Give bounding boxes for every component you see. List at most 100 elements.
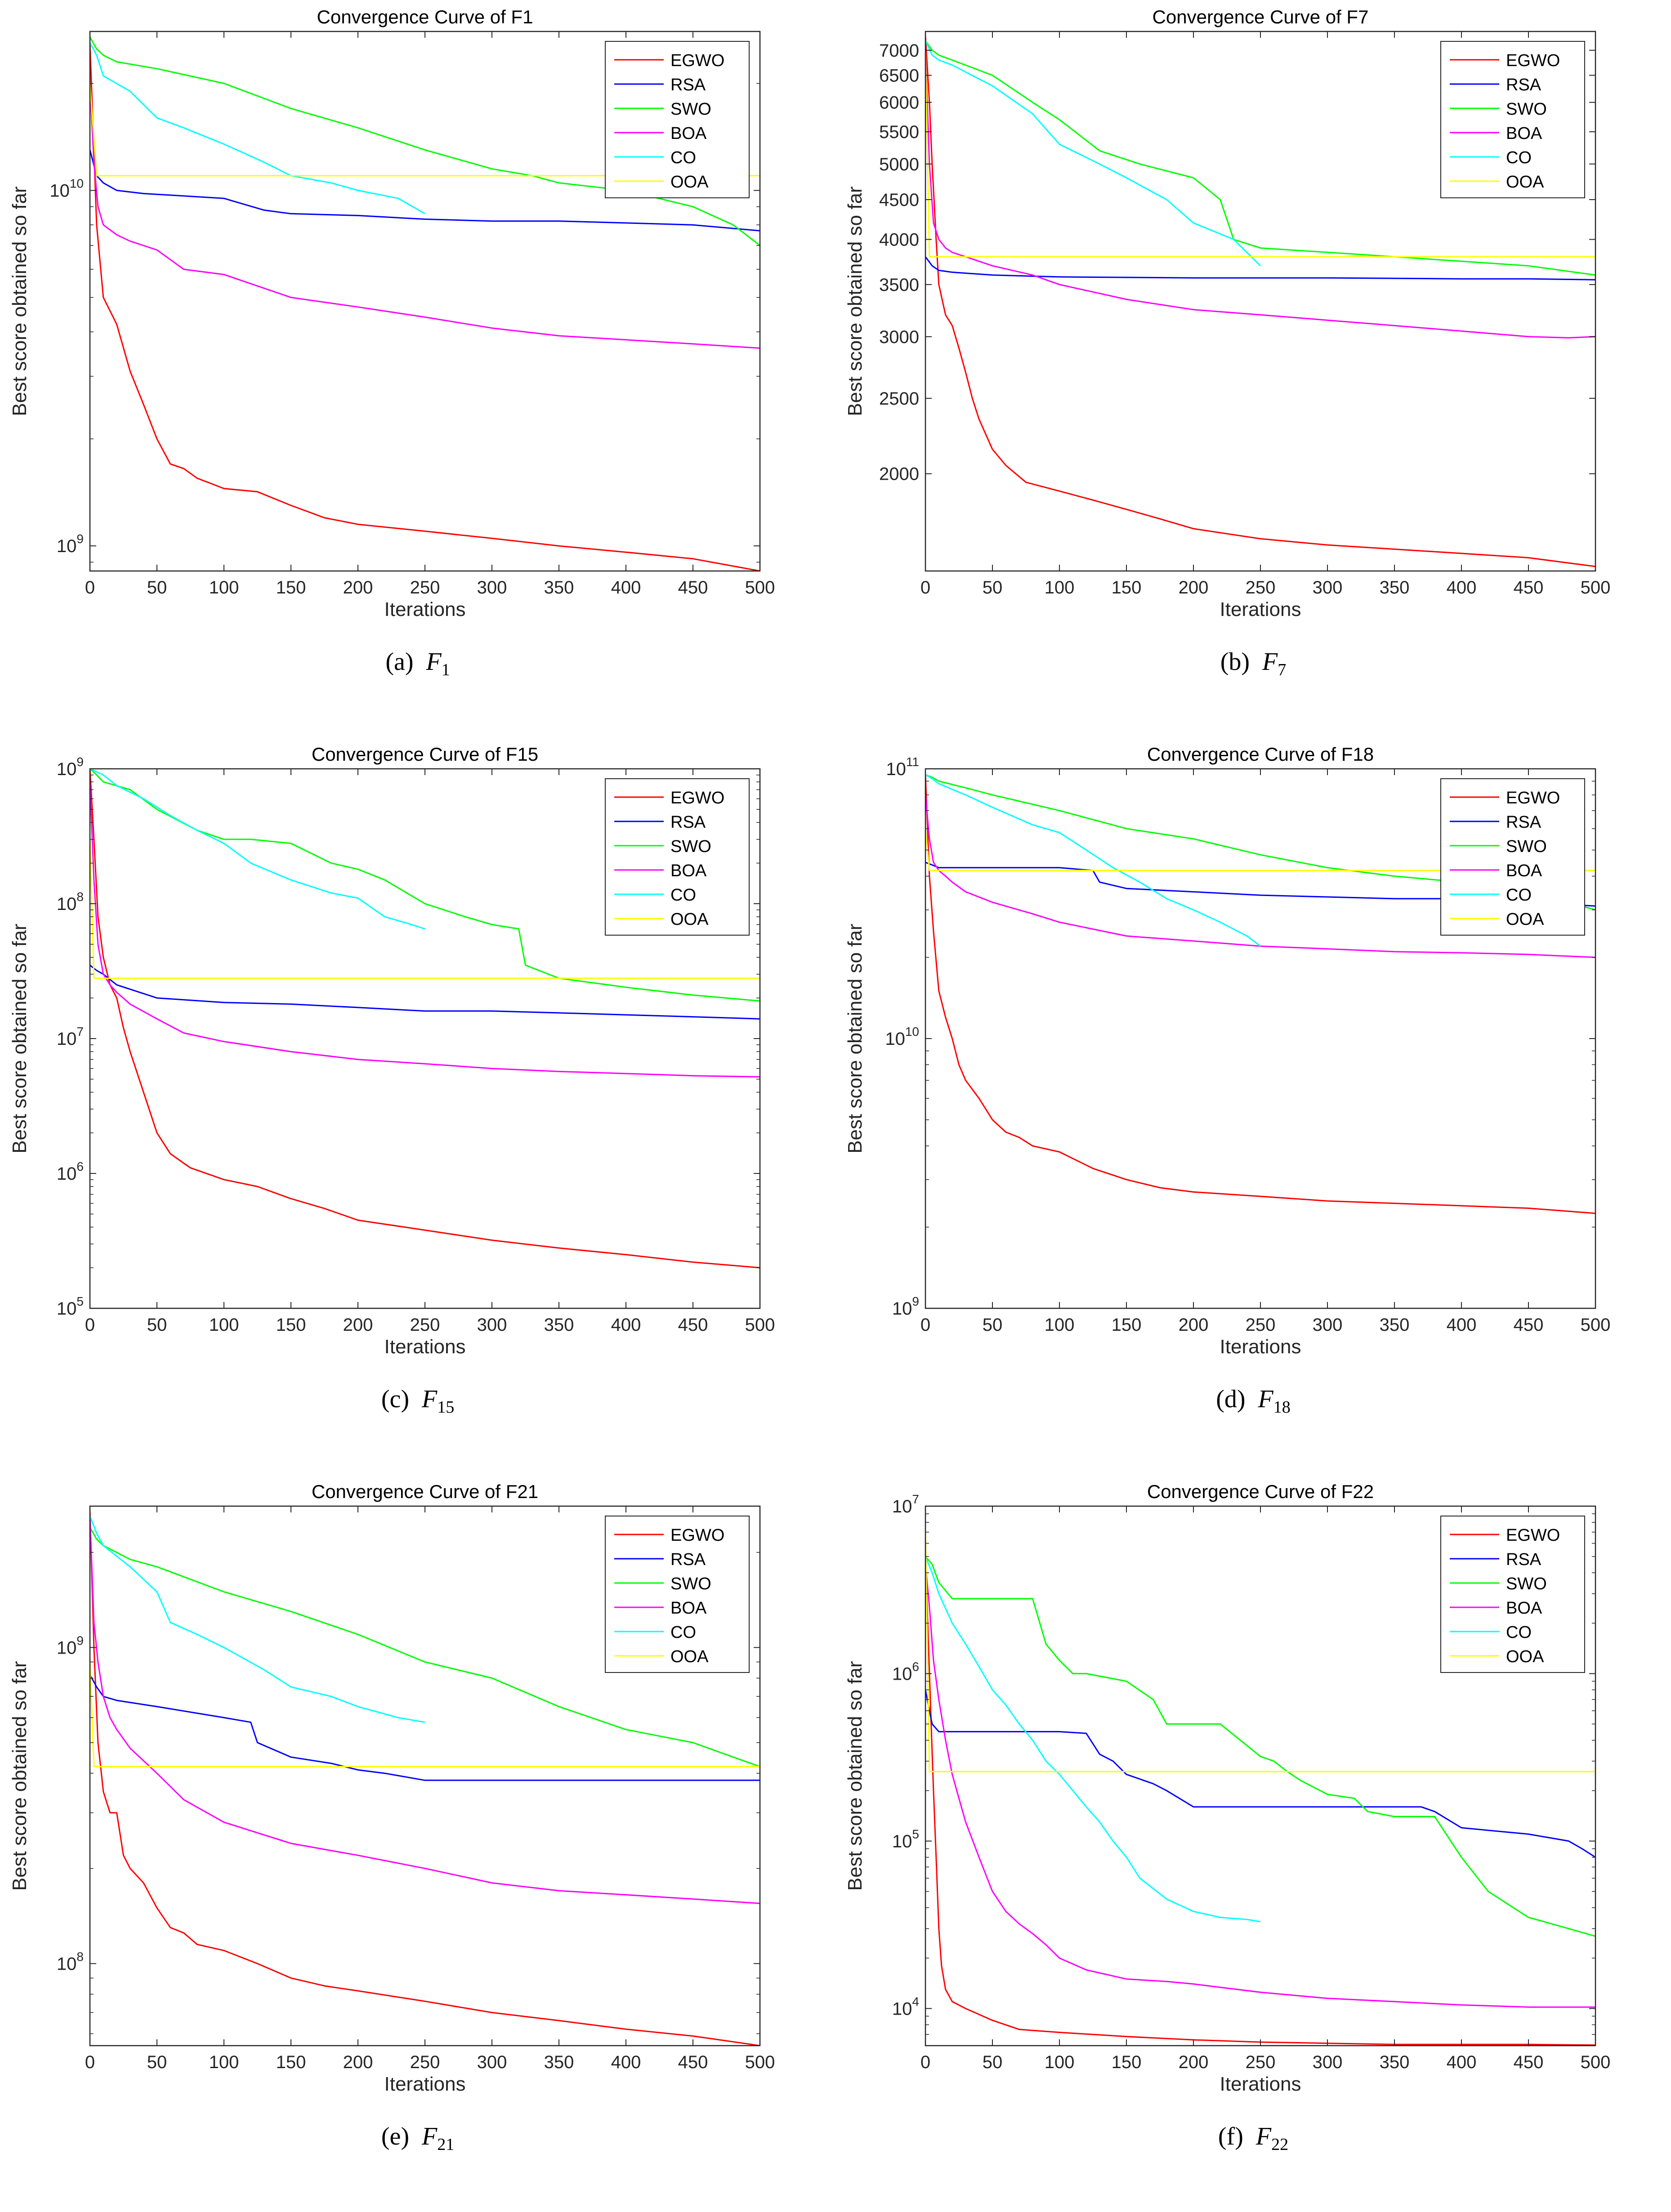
legend-label: CO: [1506, 148, 1532, 167]
x-tick-label: 200: [343, 1315, 373, 1335]
chart-panel: 0 50 100 150 200 250 300 350 400 450 500 105 106 107 1…: [0, 737, 836, 1475]
chart-panel: 0 50 100 150 200 250 300 350 400 450 500 104 105 106 1…: [836, 1475, 1671, 2212]
series-line-swo: [925, 40, 1595, 276]
y-axis-label: Best score obtained so far: [9, 1661, 31, 1891]
x-tick-label: 450: [1514, 1315, 1544, 1335]
chart-svg: 0 50 100 150 200 250 300 350 400 450 500 104 105 106 1…: [844, 1481, 1611, 2095]
x-tick-label: 100: [1045, 2052, 1075, 2072]
legend: EGWO RSA SWO BOA CO OOA: [605, 41, 750, 198]
legend: EGWO RSA SWO BOA CO OOA: [605, 1516, 750, 1673]
x-tick-label: 0: [920, 1315, 930, 1335]
x-tick-label: 50: [983, 1315, 1003, 1335]
series-line-ooa: [90, 83, 760, 177]
y-tick-label: 2500: [879, 389, 919, 409]
x-tick-label: 300: [1313, 578, 1343, 598]
y-tick-label: 106: [57, 1160, 84, 1184]
x-tick-label: 0: [85, 1315, 95, 1335]
x-tick-label: 350: [544, 1315, 574, 1335]
chart-svg: 0 50 100 150 200 250 300 350 400 450 500 108 109 Conv…: [9, 1481, 775, 2095]
legend-label: RSA: [670, 76, 706, 94]
x-tick-label: 250: [410, 1315, 440, 1335]
y-tick-label: 1010: [49, 177, 84, 201]
legend-label: CO: [1506, 886, 1532, 905]
x-tick-label: 50: [147, 578, 167, 598]
x-tick-label: 350: [1380, 2052, 1410, 2072]
series-line-rsa: [90, 964, 760, 1020]
x-tick-label: 50: [983, 578, 1003, 598]
x-axis-label: Iterations: [1220, 598, 1301, 620]
y-tick-label: 109: [57, 532, 84, 556]
legend-label: EGWO: [670, 789, 724, 807]
x-tick-label: 200: [343, 2052, 373, 2072]
legend-label: EGWO: [1506, 51, 1560, 70]
chart-title: Convergence Curve of F18: [1147, 744, 1374, 765]
legend-label: SWO: [670, 1574, 711, 1593]
chart-svg: 0 50 100 150 200 250 300 350 400 450 500 109 1010 101…: [844, 744, 1611, 1358]
series-line-egwo: [90, 1511, 760, 2046]
chart-svg: 0 50 100 150 200 250 300 350 400 450 500 105 106 107 1…: [9, 744, 775, 1358]
x-tick-label: 200: [1179, 578, 1209, 598]
y-axis-label: Best score obtained so far: [9, 923, 31, 1153]
y-tick-label: 109: [57, 755, 84, 779]
x-axis-label: Iterations: [1220, 2073, 1301, 2095]
x-tick-label: 200: [343, 578, 373, 598]
x-tick-label: 50: [983, 2052, 1003, 2072]
chart-title: Convergence Curve of F21: [312, 1481, 538, 1502]
caption-symbol: F: [421, 2123, 438, 2150]
legend-label: SWO: [1506, 1574, 1547, 1593]
series-line-ooa: [90, 839, 760, 979]
legend-label: RSA: [1506, 813, 1541, 832]
figure-caption: (e) F21: [0, 2122, 836, 2154]
legend-label: BOA: [670, 124, 707, 143]
legend-label: SWO: [1506, 837, 1547, 856]
legend-label: OOA: [670, 173, 709, 192]
x-tick-label: 100: [209, 578, 239, 598]
legend-label: OOA: [1506, 173, 1544, 192]
legend-label: OOA: [670, 1647, 709, 1666]
x-tick-label: 450: [678, 2052, 708, 2072]
x-tick-label: 350: [544, 2052, 574, 2072]
x-tick-label: 400: [611, 1315, 641, 1335]
x-tick-label: 150: [276, 578, 306, 598]
x-tick-label: 0: [85, 2052, 95, 2072]
x-tick-label: 450: [1514, 2052, 1544, 2072]
x-tick-label: 400: [611, 2052, 641, 2072]
series-line-boa: [925, 1564, 1595, 2008]
legend-box: [605, 1516, 750, 1673]
y-tick-label: 5500: [879, 122, 919, 142]
x-tick-label: 450: [1514, 578, 1544, 598]
legend-label: OOA: [1506, 1647, 1544, 1666]
legend-label: BOA: [1506, 861, 1542, 880]
series-line-co: [925, 40, 1261, 267]
x-tick-label: 250: [1246, 578, 1276, 598]
x-tick-label: 300: [477, 578, 507, 598]
legend-label: CO: [670, 1623, 696, 1642]
caption-label: (c): [381, 1385, 409, 1413]
x-tick-label: 200: [1179, 2052, 1209, 2072]
x-axis-label: Iterations: [384, 598, 466, 620]
y-axis-label: Best score obtained so far: [844, 186, 866, 416]
x-tick-label: 350: [1380, 1315, 1410, 1335]
series-line-egwo: [925, 36, 1595, 567]
figure-caption: (d) F18: [836, 1385, 1671, 1417]
x-tick-label: 500: [1581, 1315, 1611, 1335]
series-line-ooa: [925, 1532, 1595, 1772]
series-line-rsa: [925, 256, 1595, 281]
x-tick-label: 500: [1581, 2052, 1611, 2072]
x-tick-label: 300: [477, 2052, 507, 2072]
caption-label: (e): [381, 2123, 409, 2150]
x-axis-label: Iterations: [384, 2073, 466, 2095]
series-line-boa: [925, 50, 1595, 339]
x-tick-label: 500: [1581, 578, 1611, 598]
caption-subscript: 1: [441, 660, 450, 680]
legend-box: [605, 778, 750, 936]
x-tick-label: 200: [1179, 1315, 1209, 1335]
x-tick-label: 450: [678, 578, 708, 598]
x-tick-label: 250: [1246, 1315, 1276, 1335]
legend-label: BOA: [1506, 124, 1542, 143]
caption-subscript: 18: [1273, 1398, 1291, 1417]
x-tick-label: 500: [745, 2052, 775, 2072]
x-tick-label: 350: [1380, 578, 1410, 598]
legend-box: [1440, 778, 1585, 936]
y-tick-label: 107: [57, 1025, 84, 1049]
